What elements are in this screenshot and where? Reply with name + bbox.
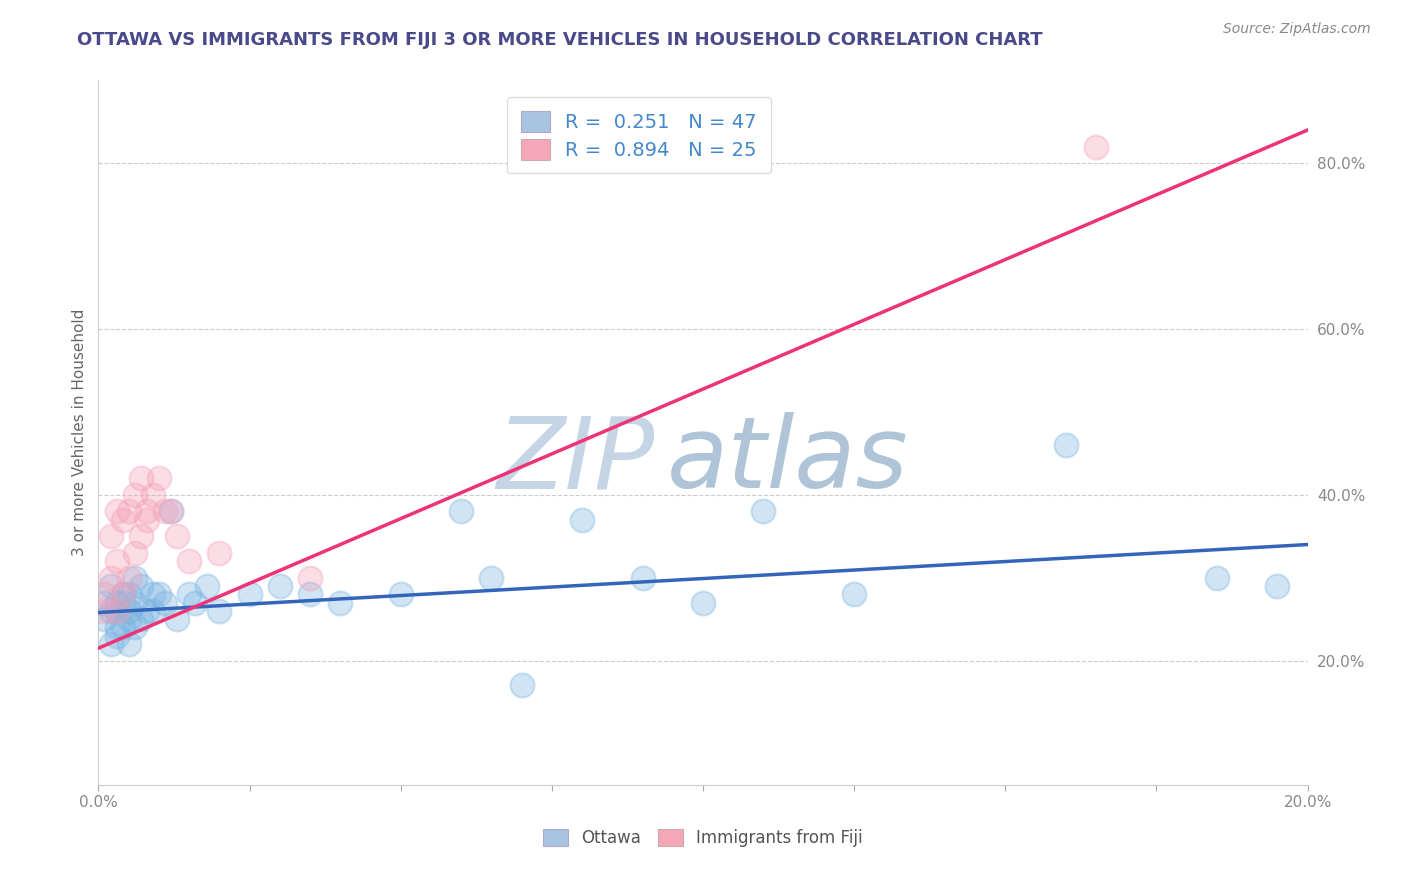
Point [142,587,165,601]
Point [153,504,176,518]
Point [100,604,122,618]
Point [752,504,775,518]
Point [111,596,134,610]
Point [93,596,115,610]
Point [148,471,170,485]
Legend: Ottawa, Immigrants from Fiji: Ottawa, Immigrants from Fiji [537,822,869,855]
Point [299,571,322,585]
Text: atlas: atlas [666,412,908,509]
Point [124,546,146,560]
Point [105,604,128,618]
Point [118,587,141,601]
Point [111,587,134,601]
Point [118,504,141,518]
Point [179,587,201,601]
Point [269,579,291,593]
Point [208,546,231,560]
Point [844,587,866,601]
Point [631,571,654,585]
Point [129,471,152,485]
Point [93,587,115,601]
Point [124,488,146,502]
Point [135,513,157,527]
Point [111,587,134,601]
Point [118,571,141,585]
Point [166,529,188,543]
Point [153,596,176,610]
Point [100,529,122,543]
Text: OTTAWA VS IMMIGRANTS FROM FIJI 3 OR MORE VEHICLES IN HOUSEHOLD CORRELATION CHART: OTTAWA VS IMMIGRANTS FROM FIJI 3 OR MORE… [77,31,1043,49]
Point [299,587,322,601]
Point [389,587,412,601]
Point [571,513,593,527]
Point [239,587,262,601]
Point [160,504,183,518]
Point [166,612,188,626]
Point [105,554,128,568]
Point [105,504,128,518]
Point [1054,438,1077,452]
Point [111,620,134,634]
Text: Source: ZipAtlas.com: Source: ZipAtlas.com [1223,22,1371,37]
Point [124,571,146,585]
Point [118,612,141,626]
Point [1206,571,1229,585]
Point [93,612,115,626]
Point [105,620,128,634]
Point [481,571,503,585]
Point [105,596,128,610]
Point [510,678,533,692]
Point [135,504,157,518]
Point [129,579,152,593]
Point [129,529,152,543]
Point [118,637,141,651]
Point [179,554,201,568]
Point [100,571,122,585]
Point [208,604,231,618]
Point [142,604,165,618]
Text: ZIP: ZIP [496,412,655,509]
Point [118,604,141,618]
Point [111,513,134,527]
Point [105,629,128,643]
Point [692,596,714,610]
Y-axis label: 3 or more Vehicles in Household: 3 or more Vehicles in Household [72,309,87,557]
Point [1085,139,1108,153]
Point [124,596,146,610]
Point [184,596,207,610]
Point [160,504,183,518]
Point [100,637,122,651]
Point [148,587,170,601]
Point [329,596,352,610]
Point [105,604,128,618]
Point [135,604,157,618]
Point [129,612,152,626]
Point [142,488,165,502]
Point [450,504,472,518]
Point [1267,579,1289,593]
Point [93,604,115,618]
Point [195,579,218,593]
Point [100,579,122,593]
Point [124,620,146,634]
